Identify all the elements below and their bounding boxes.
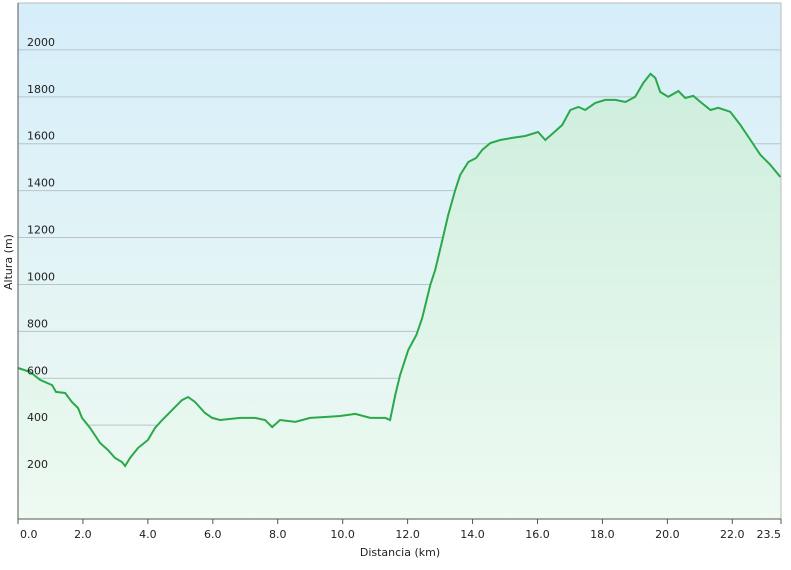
- y-axis-label: Altura (m): [2, 234, 15, 290]
- y-tick-label: 1800: [27, 83, 55, 96]
- x-tick-label: 23.5: [757, 528, 782, 541]
- x-tick-label: 22.0: [720, 528, 745, 541]
- x-tick-label: 20.0: [655, 528, 680, 541]
- y-tick-label: 200: [27, 458, 48, 471]
- elevation-line: [17, 72, 782, 468]
- x-tick-label: 6.0: [204, 528, 222, 541]
- area-fill: [18, 73, 781, 520]
- y-tick-label: 1000: [27, 270, 55, 283]
- y-tick-label: 600: [27, 364, 48, 377]
- y-tick-label: 800: [27, 317, 48, 330]
- x-axis-label: Distancia (km): [360, 546, 440, 559]
- x-tick-label: 2.0: [74, 528, 92, 541]
- y-tick-label: 2000: [27, 36, 55, 49]
- y-tick-label: 400: [27, 411, 48, 424]
- x-tick-label: 8.0: [269, 528, 287, 541]
- y-tick-label: 1600: [27, 130, 55, 143]
- x-tick-label: 14.0: [460, 528, 485, 541]
- x-tick-label: 4.0: [139, 528, 157, 541]
- x-tick-label: 10.0: [330, 528, 355, 541]
- y-tick-label: 1200: [27, 224, 55, 237]
- x-tick-label: 16.0: [525, 528, 550, 541]
- x-tick-label: 12.0: [395, 528, 420, 541]
- x-tick-label: 0.0: [20, 528, 38, 541]
- y-tick-label: 1400: [27, 177, 55, 190]
- x-tick-label: 18.0: [590, 528, 615, 541]
